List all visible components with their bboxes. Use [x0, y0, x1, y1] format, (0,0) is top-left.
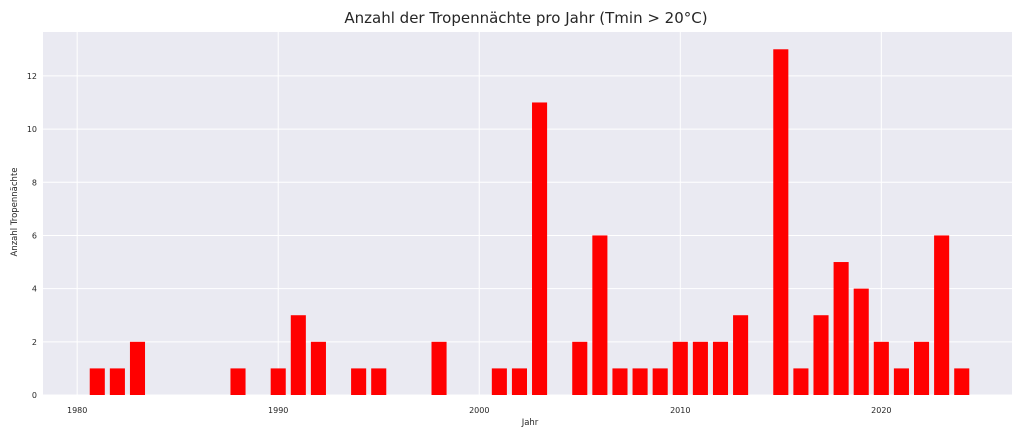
y-tick-labels: 0 2 4 6 8 10 12	[27, 72, 37, 400]
y-tick-label: 10	[27, 125, 37, 134]
y-tick-label: 6	[32, 231, 37, 240]
bar-1998	[431, 341, 447, 395]
bar-1981	[89, 368, 105, 395]
x-tick-label: 2000	[469, 406, 489, 415]
bar-2005	[572, 341, 588, 395]
bar-1983	[129, 341, 146, 395]
y-tick-label: 0	[32, 391, 37, 400]
y-tick-label: 2	[32, 338, 37, 347]
bar-2017	[813, 315, 829, 395]
y-axis-label: Anzahl Tropennächte	[10, 167, 20, 256]
bar-2020	[873, 341, 889, 395]
x-tick-label: 2010	[670, 406, 690, 415]
bar-2006	[592, 235, 608, 395]
bar-2019	[853, 288, 869, 395]
plot-background	[43, 32, 1012, 395]
bar-2022	[913, 341, 930, 395]
bar-2012	[712, 341, 729, 395]
bar-1995	[371, 368, 387, 395]
bar-2011	[692, 341, 708, 395]
bar-2001	[491, 368, 507, 395]
x-tick-label: 2020	[871, 406, 891, 415]
bar-2010	[672, 341, 688, 395]
y-tick-label: 8	[32, 178, 37, 187]
bar-1991	[290, 315, 306, 395]
bar-2024	[954, 368, 970, 395]
y-gridlines	[43, 75, 1012, 396]
x-axis-label: Jahr	[521, 418, 539, 428]
bar-2016	[793, 368, 809, 395]
bar-1982	[109, 368, 125, 395]
bar-2009	[652, 368, 668, 395]
bar-1994	[351, 368, 367, 395]
chart-title: Anzahl der Tropennächte pro Jahr (Tmin >…	[344, 9, 707, 27]
bar-2002	[511, 368, 527, 395]
y-tick-label: 12	[27, 72, 37, 81]
bar-2013	[733, 315, 749, 395]
bar-2015	[773, 49, 789, 396]
x-tick-label: 1980	[67, 406, 87, 415]
bar-1992	[310, 341, 326, 395]
bar-2023	[934, 235, 950, 395]
x-gridlines	[76, 32, 882, 395]
x-tick-labels: 1980 1990 2000 2010 2020	[67, 406, 892, 415]
bar-1988	[230, 368, 246, 395]
bars	[89, 49, 970, 396]
bar-1990	[270, 368, 286, 395]
bar-2007	[612, 368, 628, 395]
bar-2003	[532, 102, 548, 395]
bar-2008	[632, 368, 648, 395]
y-tick-label: 4	[32, 285, 37, 294]
bar-2018	[833, 262, 849, 395]
x-tick-label: 1990	[268, 406, 288, 415]
bar-2021	[893, 368, 909, 395]
